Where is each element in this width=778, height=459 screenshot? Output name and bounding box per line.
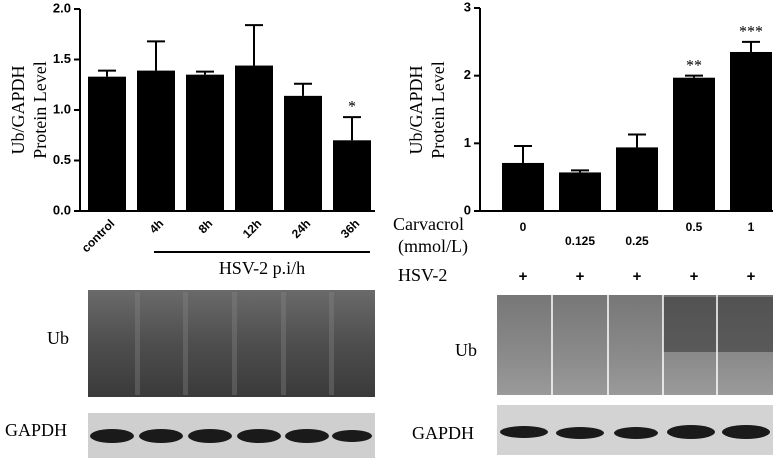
blot-lane-separators <box>551 295 718 395</box>
y-tick-label: 1 <box>464 135 471 150</box>
y-tick-label: 0.0 <box>53 202 71 217</box>
x-tick-label: 0 <box>520 220 527 234</box>
ub-blot <box>88 290 375 397</box>
y-axis-label: Ub/GAPDH <box>8 65 28 154</box>
bar <box>235 65 273 211</box>
y-tick-label: 0 <box>464 202 471 217</box>
x-tick-label: 36h <box>338 216 363 241</box>
bar <box>88 76 126 211</box>
y-tick-label: 0.5 <box>53 152 71 167</box>
group-label: HSV-2 p.i/h <box>219 258 305 278</box>
significance-label: * <box>348 99 356 116</box>
x-tick-label: 24h <box>289 216 314 241</box>
row-label: (mmol/L) <box>398 236 468 257</box>
x-tick-label: 1 <box>748 220 755 234</box>
bar <box>186 74 224 212</box>
gapdh-bands <box>90 429 372 443</box>
treatment-mark: + <box>690 268 699 285</box>
row-label: Carvacrol <box>393 214 464 234</box>
blot-label: Ub <box>47 328 69 348</box>
bar <box>730 51 772 211</box>
x-tick-label: 8h <box>196 216 216 236</box>
y-axis-label: Protein Level <box>428 61 448 158</box>
x-tick-label: control <box>79 216 118 255</box>
y-axis-label: Protein Level <box>30 61 50 158</box>
x-tick-label: 4h <box>147 216 167 236</box>
ub-blot-shade <box>663 297 773 352</box>
x-tick-label: 0.125 <box>565 234 595 248</box>
treatment-label: HSV-2 <box>398 265 447 285</box>
significance-label: ** <box>686 57 702 74</box>
x-tick-label: 0.5 <box>686 220 703 234</box>
treatment-mark: + <box>747 268 756 285</box>
blot-lane-separators <box>135 292 334 395</box>
y-tick-label: 1.0 <box>53 101 71 116</box>
bar <box>559 172 601 211</box>
y-tick-label: 2 <box>464 67 471 82</box>
bar <box>502 162 544 211</box>
significance-label: *** <box>739 24 763 41</box>
x-tick-label: 0.25 <box>625 234 649 248</box>
x-tick-label: 12h <box>240 216 265 241</box>
y-tick-label: 3 <box>464 0 471 14</box>
y-axis-label: Ub/GAPDH <box>406 65 426 154</box>
blot-label: GAPDH <box>5 420 67 440</box>
blot-label: Ub <box>455 340 477 360</box>
bar <box>137 70 175 211</box>
treatment-mark: + <box>633 268 642 285</box>
bar <box>284 95 322 211</box>
treatment-mark: + <box>519 268 528 285</box>
y-tick-label: 2.0 <box>53 0 71 15</box>
bar <box>616 147 658 211</box>
gapdh-bands <box>500 425 770 439</box>
y-tick-label: 1.5 <box>53 51 71 66</box>
bar <box>333 140 371 211</box>
treatment-mark: + <box>576 268 585 285</box>
bar <box>673 77 715 212</box>
blot-label: GAPDH <box>412 423 474 443</box>
